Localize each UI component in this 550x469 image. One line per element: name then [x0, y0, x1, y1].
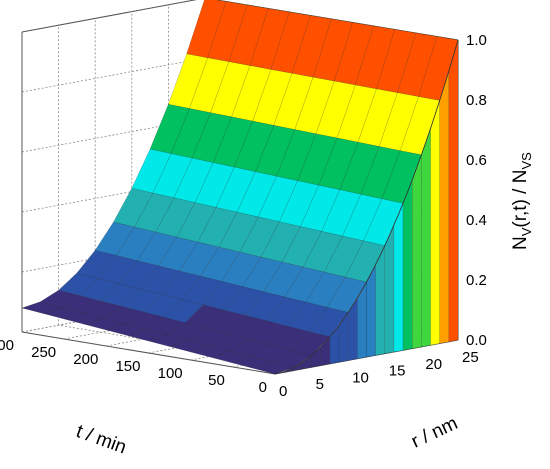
surface-patch: [207, 1, 248, 62]
z-tick-label: 0.2: [466, 272, 487, 289]
front-face-patch: [393, 203, 404, 353]
surface-layer: [21, 0, 459, 375]
tick-layer: 0 50 100 150 200 250 300 0 5 10 15 20 250.0 0.2 0.4 0.6…: [0, 32, 487, 400]
grid-line: [21, 177, 206, 213]
y-tick-label: 0: [279, 383, 287, 400]
y-tick-label: 25: [462, 349, 479, 366]
z-tick-label: 1.0: [466, 32, 487, 49]
front-face-patch: [402, 179, 413, 351]
x-tick-label: 200: [73, 351, 98, 368]
surface-patch: [355, 25, 396, 90]
y-tick-label: 20: [425, 356, 442, 373]
z-tick-label: 0.4: [466, 212, 487, 229]
surface-patch: [397, 32, 438, 97]
front-face-patch: [448, 39, 459, 343]
grid-line: [21, 57, 206, 93]
x-tick-label: 300: [0, 337, 14, 354]
z-label-sub2: VS: [519, 152, 534, 170]
grid-line: [21, 117, 206, 153]
x-tick-label: 0: [259, 379, 267, 396]
front-face-patch: [439, 70, 450, 344]
x-tick-label: 150: [115, 358, 140, 375]
x-tick-label: 100: [158, 365, 183, 382]
front-edge: [274, 39, 459, 375]
r-axis-label: r / nm: [408, 413, 461, 453]
z-tick-label: 0.0: [466, 332, 487, 349]
box-edge: [21, 331, 276, 375]
y-tick-label: 5: [316, 376, 324, 393]
x-tick-label: 50: [208, 372, 225, 389]
z-tick-label: 0.6: [466, 152, 487, 169]
y-tick-label: 15: [389, 363, 406, 380]
front-face-patch: [384, 224, 395, 354]
front-face-patch: [421, 128, 431, 348]
surface-patch: [228, 4, 269, 66]
box-edge: [21, 0, 197, 33]
z-label-main: N: [510, 236, 531, 250]
surface-patch: [249, 8, 290, 70]
surface-patch: [291, 15, 332, 78]
surface-patch: [186, 0, 227, 58]
front-face-patch: [412, 154, 422, 349]
surface-patch: [376, 29, 417, 93]
z-tick-label: 0.8: [466, 92, 487, 109]
y-tick-label: 10: [352, 369, 369, 386]
z-label-mid: (r,t) / N: [510, 170, 531, 228]
z-axis-label: NV(r,t) / NVS: [510, 152, 534, 250]
surface-patch: [270, 11, 311, 74]
t-axis-label: t / min: [73, 421, 129, 458]
front-face-patch: [430, 100, 440, 346]
x-tick-label: 250: [31, 344, 56, 361]
z-label-sub1: V: [519, 227, 534, 236]
